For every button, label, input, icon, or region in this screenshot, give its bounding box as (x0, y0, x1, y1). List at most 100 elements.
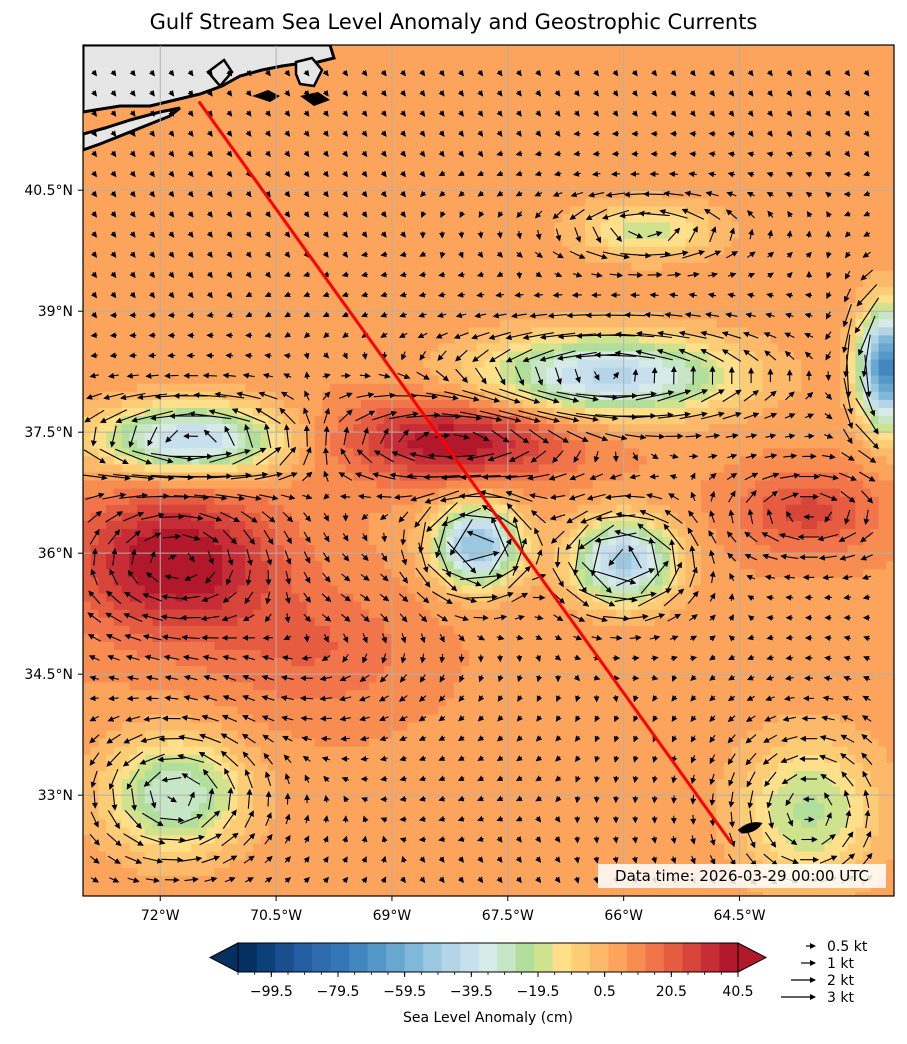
sla-cell (314, 230, 324, 240)
sla-cell (268, 109, 277, 119)
sla-cell (523, 166, 532, 175)
sla-cell (222, 246, 231, 256)
sla-cell (801, 295, 810, 304)
sla-cell (677, 246, 687, 256)
sla-cell (809, 174, 818, 183)
sla-cell (724, 230, 733, 240)
sla-cell (654, 262, 663, 272)
sla-cell (569, 391, 578, 401)
sla-cell (198, 351, 208, 361)
sla-cell (113, 198, 123, 207)
sla-cell (422, 206, 432, 215)
sla-cell (724, 375, 733, 385)
sla-cell (461, 254, 470, 264)
sla-cell (832, 246, 841, 256)
sla-cell (152, 262, 161, 272)
sla-cell (407, 109, 416, 119)
sla-cell (337, 206, 347, 215)
sla-cell (646, 166, 656, 175)
sla-cell (175, 254, 185, 264)
sla-cell (863, 399, 872, 409)
sla-cell (407, 141, 416, 151)
sla-cell (453, 295, 463, 304)
sla-cell (222, 391, 231, 401)
sla-cell (523, 133, 532, 143)
sla-cell (183, 230, 192, 240)
sla-cell (361, 182, 370, 191)
sla-cell (446, 407, 455, 417)
sla-cell (530, 246, 540, 256)
sla-cell (283, 238, 293, 248)
sla-cell (839, 125, 849, 135)
sla-cell (824, 182, 833, 191)
sla-cell (407, 85, 416, 94)
sla-cell (693, 383, 702, 393)
sla-cell (670, 198, 679, 207)
sla-cell (306, 133, 316, 143)
sla-cell (330, 117, 339, 127)
sla-cell (191, 367, 200, 377)
sla-cell (778, 238, 787, 248)
sla-cell (870, 303, 880, 312)
sla-cell (700, 77, 710, 86)
sla-cell (353, 335, 362, 345)
sla-cell (337, 407, 347, 417)
sla-cell (855, 230, 864, 240)
sla-cell (384, 295, 393, 304)
sla-cell (306, 206, 316, 215)
sla-cell (778, 149, 787, 159)
sla-cell (762, 198, 772, 207)
sla-cell (500, 327, 509, 336)
sla-cell (430, 303, 439, 312)
sla-cell (816, 262, 826, 272)
sla-cell (569, 383, 578, 393)
sla-cell (492, 109, 501, 119)
sla-cell (500, 295, 509, 304)
sla-cell (569, 295, 578, 304)
sla-cell (577, 319, 586, 328)
sla-cell (368, 125, 378, 135)
sla-cell (422, 53, 432, 62)
sla-cell (330, 383, 339, 393)
sla-cell (839, 327, 849, 336)
sla-cell (608, 222, 617, 232)
sla-cell (314, 278, 324, 288)
sla-cell (523, 53, 532, 62)
sla-cell (291, 93, 300, 103)
sla-cell (654, 206, 663, 215)
sla-cell (476, 85, 486, 94)
sla-cell (167, 141, 177, 151)
sla-cell (716, 343, 725, 353)
sla-cell (847, 278, 856, 288)
sla-cell (878, 262, 887, 272)
sla-cell (693, 174, 702, 183)
sla-cell (855, 109, 864, 119)
sla-cell (700, 407, 710, 417)
sla-cell (801, 214, 810, 224)
sla-cell (700, 375, 710, 385)
sla-cell (523, 238, 532, 248)
sla-cell (391, 166, 401, 175)
sla-cell (345, 303, 354, 312)
sla-cell (615, 319, 625, 328)
sla-cell (152, 327, 161, 336)
sla-cell (353, 85, 362, 94)
sla-cell (214, 270, 223, 280)
sla-cell (855, 174, 864, 183)
sla-cell (654, 109, 663, 119)
sla-cell (291, 174, 300, 183)
sla-cell (90, 286, 100, 296)
sla-cell (229, 319, 239, 328)
sla-cell (500, 286, 509, 296)
sla-cell (229, 222, 239, 232)
sla-cell (515, 93, 524, 103)
sla-cell (847, 351, 856, 361)
sla-cell (523, 222, 532, 232)
sla-cell (530, 109, 540, 119)
sla-cell (639, 85, 648, 94)
sla-cell (299, 391, 308, 401)
sla-cell (754, 69, 764, 78)
sla-cell (585, 262, 594, 272)
sla-cell (500, 359, 509, 369)
sla-cell (183, 424, 192, 433)
